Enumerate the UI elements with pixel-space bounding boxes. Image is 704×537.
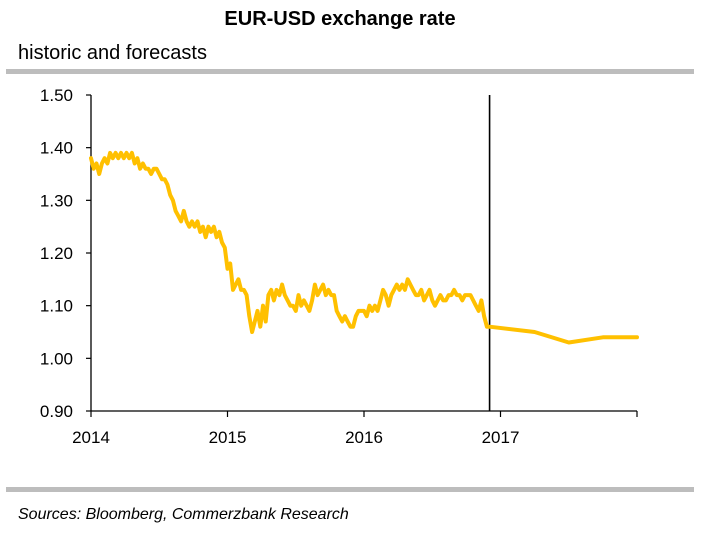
source-note: Sources: Bloomberg, Commerzbank Research [18, 506, 349, 523]
chart-subtitle: historic and forecasts [18, 42, 207, 64]
y-tick-label: 1.00 [40, 349, 73, 368]
x-tick-label: 2014 [72, 428, 110, 447]
x-tick-label: 2015 [209, 428, 247, 447]
x-axis: 2014 2015 2016 2017 [72, 410, 638, 447]
series-line-0 [89, 150, 639, 345]
y-tick-label: 1.40 [40, 139, 73, 158]
plot-area [89, 95, 639, 411]
y-tick-label: 1.20 [40, 244, 73, 263]
y-tick-label: 1.10 [40, 297, 73, 316]
bottom-rule [6, 487, 694, 492]
y-tick-label: 1.50 [40, 86, 73, 105]
y-tick-label: 0.90 [40, 402, 73, 421]
x-tick-label: 2017 [482, 428, 520, 447]
y-axis: 1.50 1.40 1.30 1.20 1.10 1.00 0.90 [40, 86, 92, 421]
chart-title: EUR-USD exchange rate [224, 8, 456, 30]
x-tick-label: 2016 [345, 428, 383, 447]
y-tick-label: 1.30 [40, 191, 73, 210]
top-rule [6, 69, 694, 74]
